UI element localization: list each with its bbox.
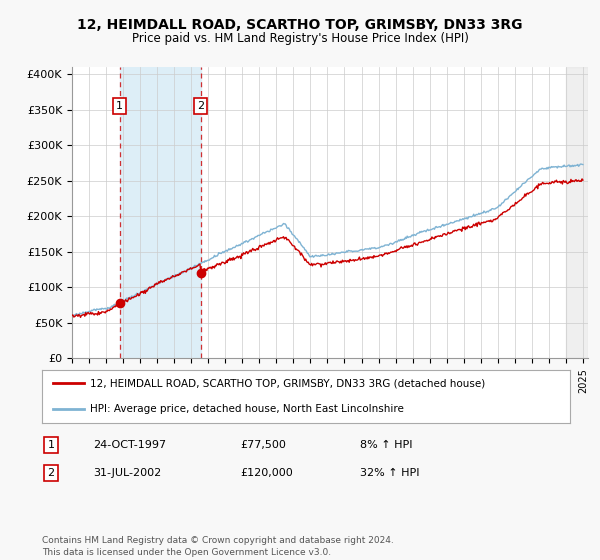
Text: 24-OCT-1997: 24-OCT-1997 bbox=[93, 440, 166, 450]
Text: Contains HM Land Registry data © Crown copyright and database right 2024.
This d: Contains HM Land Registry data © Crown c… bbox=[42, 536, 394, 557]
Text: 32% ↑ HPI: 32% ↑ HPI bbox=[360, 468, 419, 478]
Text: 2: 2 bbox=[197, 101, 204, 111]
Text: 1: 1 bbox=[116, 101, 123, 111]
Text: 12, HEIMDALL ROAD, SCARTHO TOP, GRIMSBY, DN33 3RG (detached house): 12, HEIMDALL ROAD, SCARTHO TOP, GRIMSBY,… bbox=[89, 379, 485, 389]
Text: £77,500: £77,500 bbox=[240, 440, 286, 450]
Text: 12, HEIMDALL ROAD, SCARTHO TOP, GRIMSBY, DN33 3RG: 12, HEIMDALL ROAD, SCARTHO TOP, GRIMSBY,… bbox=[77, 18, 523, 32]
Text: HPI: Average price, detached house, North East Lincolnshire: HPI: Average price, detached house, Nort… bbox=[89, 404, 403, 414]
Text: 1: 1 bbox=[47, 440, 55, 450]
Text: 8% ↑ HPI: 8% ↑ HPI bbox=[360, 440, 413, 450]
Bar bbox=[119, 67, 200, 358]
Text: Price paid vs. HM Land Registry's House Price Index (HPI): Price paid vs. HM Land Registry's House … bbox=[131, 32, 469, 45]
Bar bbox=[566, 67, 588, 358]
Text: 2: 2 bbox=[47, 468, 55, 478]
Text: £120,000: £120,000 bbox=[240, 468, 293, 478]
Text: 31-JUL-2002: 31-JUL-2002 bbox=[93, 468, 161, 478]
